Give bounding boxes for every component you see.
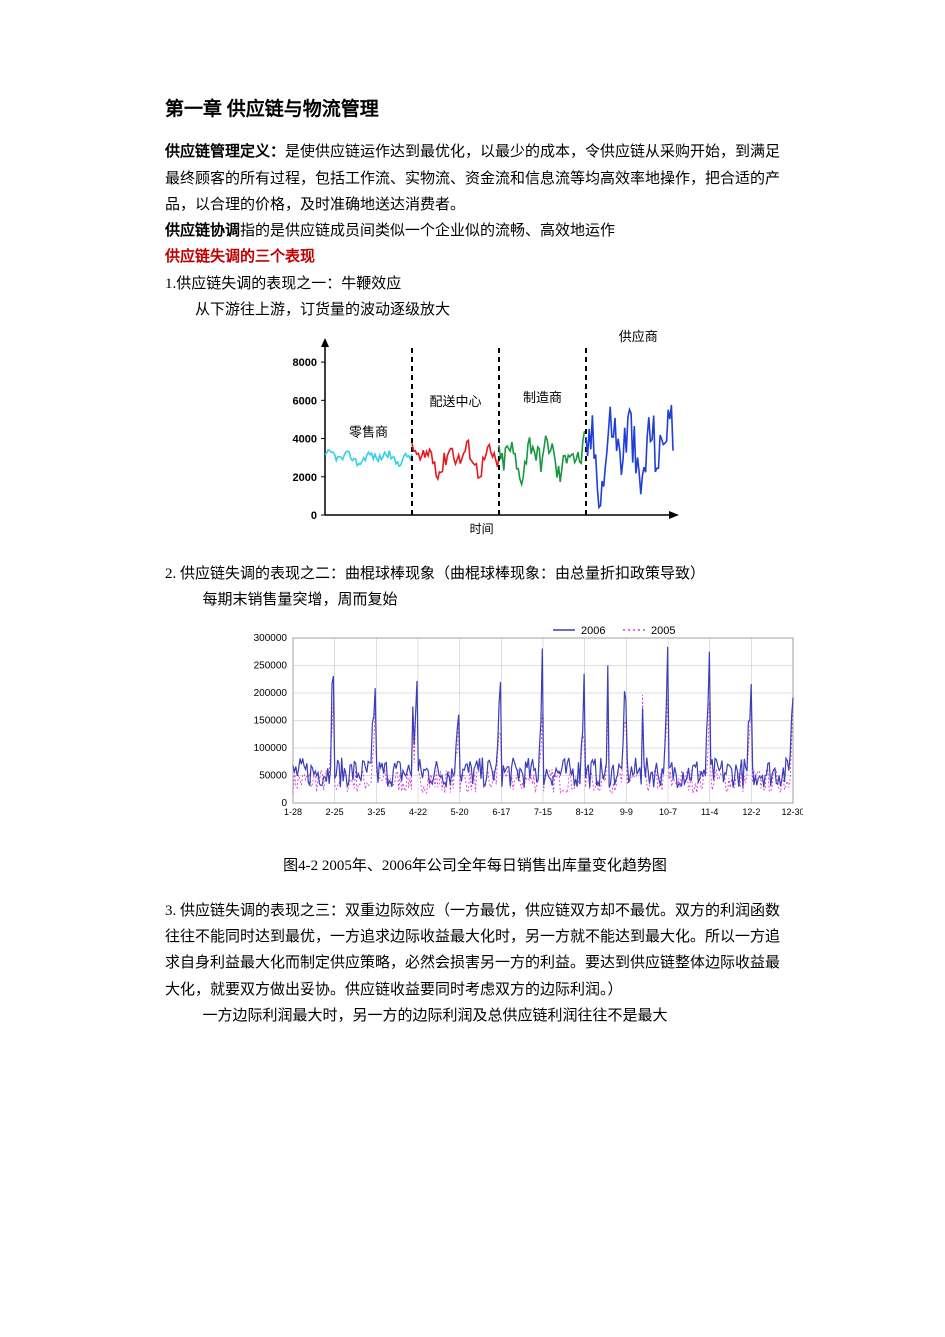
three-symptoms-heading: 供应链失调的三个表现 [165, 244, 785, 270]
svg-text:250000: 250000 [254, 660, 288, 671]
svg-text:200000: 200000 [254, 688, 288, 699]
chapter-heading: 第一章 供应链与物流管理 [165, 95, 785, 125]
svg-text:300000: 300000 [254, 633, 288, 644]
item3-title: 3. 供应链失调的表现之三：双重边际效应（一方最优，供应链双方却不最优。双方的利… [165, 898, 785, 1003]
svg-text:2005: 2005 [651, 625, 675, 637]
svg-text:6000: 6000 [293, 395, 317, 407]
svg-text:4-22: 4-22 [409, 807, 427, 817]
hockeystick-chart: 0500001000001500002000002500003000001-28… [223, 618, 803, 853]
svg-text:100000: 100000 [254, 743, 288, 754]
svg-text:2000: 2000 [293, 472, 317, 484]
coord-body: 指的是供应链成员间类似一个企业似的流畅、高效地运作 [240, 223, 615, 239]
svg-text:7-15: 7-15 [534, 807, 552, 817]
item3-sub: 一方边际利润最大时，另一方的边际利润及总供应链利润往往不是最大 [165, 1003, 785, 1029]
svg-text:供应商: 供应商 [619, 329, 658, 344]
svg-text:3-25: 3-25 [367, 807, 385, 817]
paragraph-coordination: 供应链协调指的是供应链成员间类似一个企业似的流畅、高效地运作 [165, 218, 785, 244]
paragraph-definition: 供应链管理定义：是使供应链运作达到最优化，以最少的成本，令供应链从采购开始，到满… [165, 139, 785, 218]
item2-title: 2. 供应链失调的表现之二：曲棍球棒现象（曲棍球棒现象：由总量折扣政策导致） [165, 561, 785, 587]
svg-text:5-20: 5-20 [451, 807, 469, 817]
svg-text:0: 0 [311, 510, 317, 522]
svg-text:零售商: 零售商 [349, 425, 388, 440]
svg-text:2-25: 2-25 [326, 807, 344, 817]
item2-sub: 每期末销售量突增，周而复始 [165, 587, 785, 613]
svg-text:4000: 4000 [293, 434, 317, 446]
svg-text:10-7: 10-7 [659, 807, 677, 817]
svg-text:12-2: 12-2 [742, 807, 760, 817]
svg-text:时间: 时间 [470, 522, 494, 536]
svg-text:9-9: 9-9 [620, 807, 633, 817]
chart2-caption: 图4-2 2005年、2006年公司全年每日销售出库量变化趋势图 [165, 853, 785, 879]
def-term: 供应链管理定义： [165, 144, 285, 160]
svg-text:2006: 2006 [581, 625, 605, 637]
coord-term: 供应链协调 [165, 223, 240, 239]
svg-text:配送中心: 配送中心 [429, 394, 481, 409]
svg-text:8000: 8000 [293, 357, 317, 369]
svg-text:12-30: 12-30 [781, 807, 803, 817]
svg-text:50000: 50000 [259, 770, 287, 781]
svg-text:11-4: 11-4 [701, 807, 718, 817]
svg-text:制造商: 制造商 [523, 390, 562, 405]
svg-text:150000: 150000 [254, 715, 288, 726]
document-page: 第一章 供应链与物流管理 供应链管理定义：是使供应链运作达到最优化，以最少的成本… [0, 0, 945, 1337]
item1-sub: 从下游往上游，订货量的波动逐级放大 [165, 297, 785, 323]
svg-text:1-28: 1-28 [284, 807, 302, 817]
chart2-wrapper: 0500001000001500002000002500003000001-28… [165, 618, 785, 853]
item1-title: 1.供应链失调的表现之一：牛鞭效应 [165, 271, 785, 297]
chart1-wrapper: 0 2000 4000 6000 8000 零售商 配送中心 制造商 供应商时间 [165, 323, 785, 561]
bullwhip-chart: 0 2000 4000 6000 8000 零售商 配送中心 制造商 供应商时间 [255, 325, 695, 555]
svg-text:6-17: 6-17 [492, 807, 510, 817]
svg-text:8-12: 8-12 [576, 807, 594, 817]
